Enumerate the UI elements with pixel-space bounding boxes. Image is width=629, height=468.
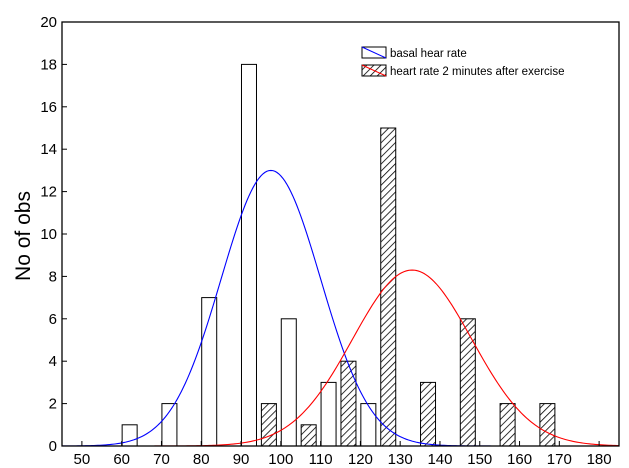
- x-tick-label: 70: [153, 451, 170, 468]
- y-tick-label: 6: [49, 311, 57, 328]
- x-tick-label: 180: [587, 451, 612, 468]
- y-tick-label: 18: [40, 56, 57, 73]
- bar-exercise-157: [499, 403, 516, 447]
- x-tick-label: 130: [388, 451, 413, 468]
- bar-basal-122: [360, 403, 377, 447]
- y-tick-label: 4: [49, 353, 57, 370]
- bar-exercise-137: [420, 381, 437, 447]
- x-tick-label: 120: [348, 451, 373, 468]
- legend-line-basal: [361, 46, 387, 59]
- bar-exercise-117: [340, 360, 357, 447]
- x-axis: 50 60 70 80 90 100 110 120 130 140 150 160 170 180: [74, 441, 612, 468]
- legend-item-basal: basal hear rate: [361, 46, 467, 60]
- y-tick-label: 12: [40, 184, 57, 201]
- y-tick-label: 20: [40, 14, 57, 31]
- x-tick-label: 160: [507, 451, 532, 468]
- y-tick-label: 16: [40, 99, 57, 116]
- y-tick-label: 0: [49, 438, 57, 455]
- legend-line-exercise: [361, 64, 387, 77]
- bar-exercise-147: [459, 318, 476, 447]
- bar-exercise-127: [380, 127, 397, 447]
- x-tick-label: 170: [547, 451, 572, 468]
- x-tick-label: 90: [233, 451, 250, 468]
- x-tick-label: 50: [74, 451, 91, 468]
- x-tick-label: 140: [427, 451, 452, 468]
- y-axis-title: No of obs: [12, 191, 35, 281]
- x-tick-label: 110: [309, 451, 333, 468]
- bars: [121, 63, 556, 447]
- legend: basal hear rate heart rate 2 minutes aft…: [361, 46, 565, 78]
- x-tick-label: 60: [113, 451, 130, 468]
- bar-basal-92: [240, 63, 257, 447]
- y-tick-label: 8: [49, 268, 57, 285]
- y-tick-label: 10: [40, 226, 57, 243]
- legend-item-exercise: heart rate 2 minutes after exercise: [361, 64, 565, 78]
- x-tick-label: 150: [467, 451, 492, 468]
- y-axis: 0 2 4 6 8 10 12 14 16 18 20: [40, 14, 67, 455]
- y-tick-label: 14: [40, 141, 57, 158]
- bar-exercise-167: [539, 403, 556, 447]
- bar-exercise-97: [260, 403, 277, 447]
- bar-basal-72: [161, 403, 178, 447]
- bar-basal-102: [280, 318, 297, 447]
- legend-label-exercise: heart rate 2 minutes after exercise: [390, 66, 565, 78]
- legend-label-basal: basal hear rate: [390, 48, 467, 60]
- x-tick-label: 100: [268, 451, 293, 468]
- y-tick-label: 2: [49, 396, 57, 413]
- bar-exercise-107: [300, 424, 317, 447]
- x-tick-label: 80: [193, 451, 210, 468]
- bar-basal-112: [320, 381, 337, 447]
